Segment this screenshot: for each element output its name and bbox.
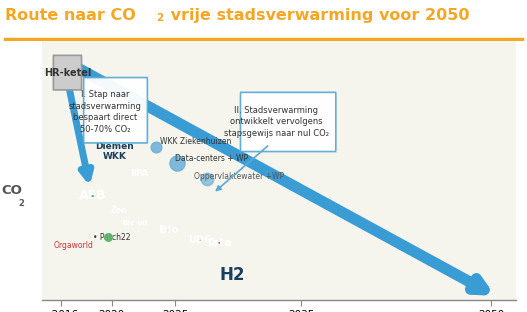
Text: CO: CO xyxy=(1,184,22,197)
Text: Bio: Bio xyxy=(159,226,179,236)
Point xyxy=(115,208,123,213)
Text: 2: 2 xyxy=(18,199,24,208)
Text: II. Stadsverwarming
ontwikkelt vervolgens
stapsgewijs naar nul CO₂: II. Stadsverwarming ontwikkelt vervolgen… xyxy=(223,106,329,138)
Point xyxy=(135,171,144,176)
Text: BPA: BPA xyxy=(130,169,149,178)
Text: UDG: UDG xyxy=(188,235,212,245)
Point xyxy=(164,228,173,233)
FancyBboxPatch shape xyxy=(240,92,336,152)
Text: Data-centers + WP: Data-centers + WP xyxy=(175,154,248,163)
Text: Diemen
WKK: Diemen WKK xyxy=(95,142,134,161)
Point xyxy=(215,240,223,245)
FancyBboxPatch shape xyxy=(53,55,82,90)
Point xyxy=(173,160,182,165)
Point xyxy=(130,221,139,226)
Point xyxy=(89,193,97,198)
Text: vrije stadsverwarming voor 2050: vrije stadsverwarming voor 2050 xyxy=(165,8,470,23)
Text: HR-ketel: HR-ketel xyxy=(44,68,91,78)
Point xyxy=(228,272,236,277)
Text: Tata: Tata xyxy=(206,238,232,248)
FancyBboxPatch shape xyxy=(84,78,148,143)
Point xyxy=(177,166,186,171)
Text: Route naar CO: Route naar CO xyxy=(5,8,136,23)
Text: Zon: Zon xyxy=(111,206,128,215)
Text: AEB: AEB xyxy=(79,189,106,202)
Text: 2: 2 xyxy=(156,13,163,23)
Point xyxy=(202,176,211,181)
Text: Orgaworld: Orgaworld xyxy=(54,241,94,250)
Text: Bio-oil: Bio-oil xyxy=(122,220,147,226)
Text: H2: H2 xyxy=(219,266,245,284)
Point xyxy=(110,149,119,154)
Point xyxy=(196,238,204,243)
Text: WKK Ziekenhuizen: WKK Ziekenhuizen xyxy=(160,137,231,146)
Text: • Patch22: • Patch22 xyxy=(93,233,131,242)
Text: Oppervlaktewater +WP: Oppervlaktewater +WP xyxy=(194,172,284,181)
Point xyxy=(104,234,112,239)
Text: I. Stap naar
stadsverwarming
bespaart direct
50-70% CO₂: I. Stap naar stadsverwarming bespaart di… xyxy=(69,90,142,134)
Point xyxy=(152,144,160,149)
